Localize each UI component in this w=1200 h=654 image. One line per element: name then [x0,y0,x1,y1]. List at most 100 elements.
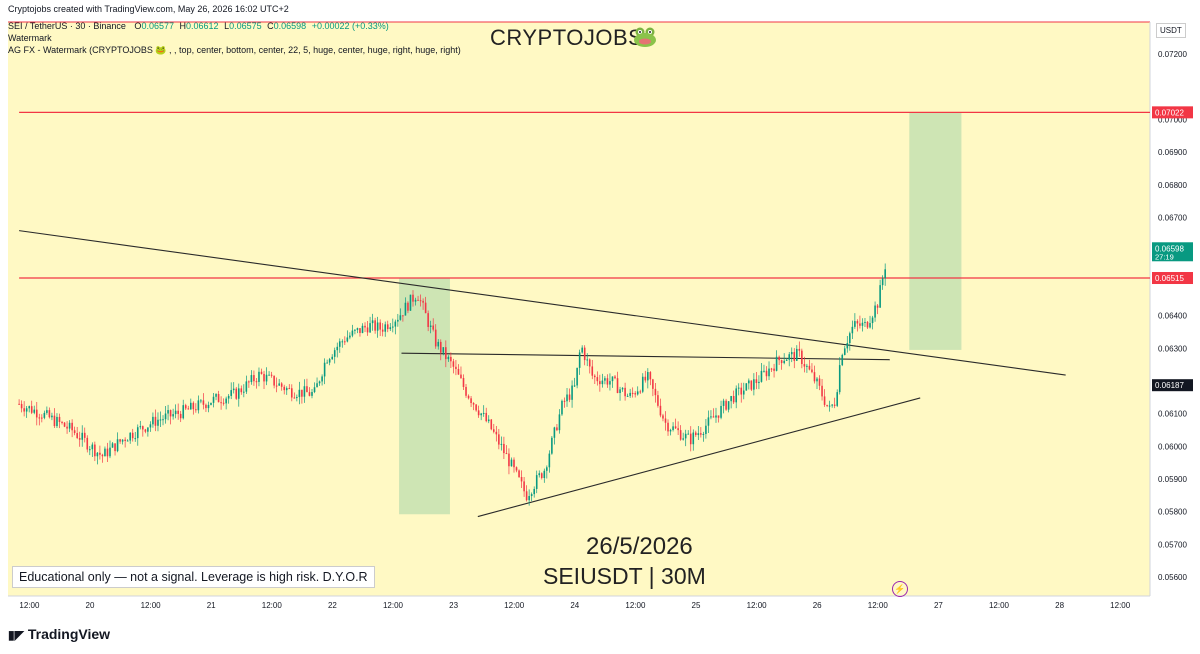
candle-body [881,278,884,286]
candle-body [773,368,775,371]
candle-body [801,350,803,365]
candle-body [775,356,778,371]
candle-body [455,366,457,369]
candle-body [326,362,328,364]
candle-body [202,400,205,405]
resistance-tag-lower: 0.06515 [1155,274,1184,283]
candle-body [109,447,111,457]
candle-body [462,378,465,387]
candle-body [182,405,185,419]
candle-body [48,410,51,418]
candle-body [126,440,129,442]
high-value: 0.06612 [186,21,219,31]
candle-body [833,404,836,406]
candle-body [361,325,364,333]
candle-body [215,394,217,397]
candle-body [346,337,349,342]
candle-body [195,409,197,411]
candle-body [498,434,500,445]
candle-body [179,413,182,419]
candle-body [556,427,558,431]
candle-body [258,371,260,382]
symbol-line[interactable]: SEI / TetherUS · 30 · Binance [8,21,126,31]
candle-body [861,322,864,326]
candle-body [391,326,394,328]
candle-body [333,350,336,357]
candle-body [336,346,339,351]
candle-body [409,294,412,311]
candle-body [604,378,606,381]
current-price-tag-bg [1152,242,1193,262]
candle-body [780,360,783,364]
candle-body [364,325,366,328]
y-tick-label: 0.06900 [1158,148,1187,157]
footer-brand: TradingView [27,626,111,642]
candle-body [61,421,63,423]
candle-body [25,408,28,412]
candle-body [450,356,452,362]
candle-body [51,415,53,418]
tradingview-logo[interactable]: ▮◤ TradingView [8,626,110,642]
low-label: L [224,21,230,31]
candle-body [755,379,758,384]
candle-body [354,329,356,331]
candle-body [609,381,611,385]
candle-body [487,419,490,422]
candle-body [503,443,505,454]
candle-body [821,385,823,397]
candle-body [20,403,23,409]
candle-body [207,404,210,409]
candle-body [356,328,359,330]
candle-body [235,388,238,399]
candle-body [83,432,86,438]
candle-body [647,372,649,381]
indicator-agfx[interactable]: AG FX - Watermark (CRYPTOJOBS 🐸 , , top,… [8,45,461,55]
candle-body [879,285,881,308]
candle-body [376,322,379,331]
candle-body [321,376,323,382]
candle-body [407,302,409,311]
candle-body [811,369,813,373]
candle-body [227,395,230,399]
x-tick-label: 12:00 [868,601,889,610]
candle-body [684,433,687,439]
candle-body [331,356,333,360]
candle-body [189,402,192,410]
candle-body [225,398,227,404]
x-tick-label: 12:00 [383,601,404,610]
candle-body [581,347,583,353]
candle-body [843,348,846,355]
candle-body [750,380,753,390]
y-tick-label: 0.07200 [1158,50,1187,59]
candle-body [33,409,36,413]
candle-body [854,321,856,327]
candle-body [157,419,159,426]
candle-body [586,359,589,361]
candle-body [591,366,594,376]
open-label: O [134,21,142,31]
candle-body [53,415,56,427]
x-tick-label: 25 [692,601,701,610]
y-tick-label: 0.05900 [1158,475,1187,484]
candle-body [28,406,30,409]
y-tick-label: 0.06400 [1158,312,1187,321]
x-tick-label: 21 [207,601,216,610]
currency-button[interactable]: USDT [1156,23,1186,38]
candle-body [553,427,556,438]
resistance-tag-upper-bg [1152,106,1193,119]
y-tick-label: 0.06300 [1158,344,1187,353]
indicator-watermark[interactable]: Watermark [8,33,52,43]
frog-icon [634,27,656,47]
candle-body [424,302,427,314]
candle-body [702,433,705,435]
candle-body [71,422,73,431]
resistance-tag-lower-bg [1152,272,1193,285]
candle-body [700,433,702,435]
x-tick-label: 12:00 [747,601,768,610]
candle-body [192,402,195,410]
candle-body [434,329,437,347]
lightning-icon[interactable]: ⚡ [892,581,908,597]
plot-background [8,22,1150,596]
candle-body [316,383,318,388]
